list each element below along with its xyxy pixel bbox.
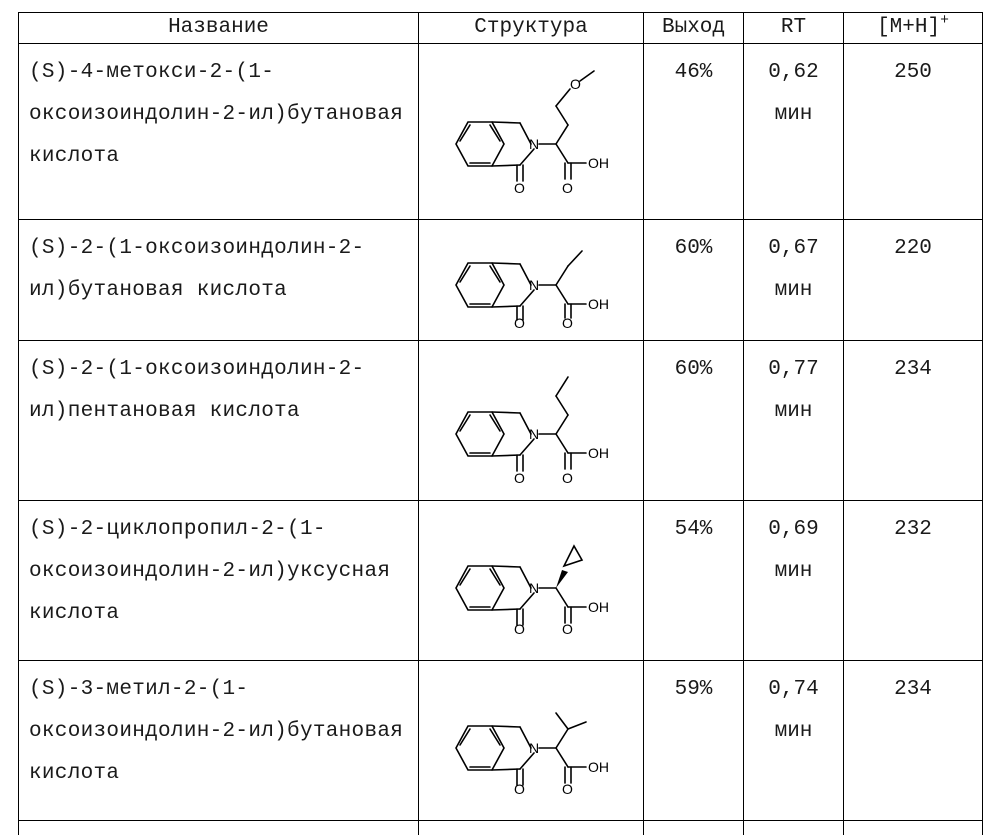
compound-mh: 250 bbox=[844, 44, 983, 220]
svg-text:O: O bbox=[514, 470, 525, 486]
compound-mh: 232 bbox=[844, 501, 983, 661]
compound-yield: 59% bbox=[644, 661, 744, 821]
mh-superscript: + bbox=[940, 13, 949, 29]
compound-structure: N O O OH bbox=[419, 661, 644, 821]
compound-mh: 234 bbox=[844, 661, 983, 821]
table-row: (S)-3,3-диметил-2-(1-оксоизоиндолин-2-ил… bbox=[19, 821, 983, 835]
col-header-rt: RT bbox=[744, 13, 844, 44]
compound-structure: N O O OH O bbox=[419, 44, 644, 220]
molecule-svg: N O O OH bbox=[434, 526, 629, 636]
svg-text:O: O bbox=[562, 180, 573, 196]
compound-mh: 248 bbox=[844, 821, 983, 835]
svg-text:N: N bbox=[529, 277, 539, 293]
compound-rt: 0,69 мин bbox=[744, 501, 844, 661]
svg-text:O: O bbox=[562, 315, 573, 328]
mh-label: [M+H] bbox=[877, 16, 940, 39]
svg-text:N: N bbox=[529, 580, 539, 596]
compound-name: (S)-3-метил-2-(1-оксоизоиндолин-2-ил)бут… bbox=[19, 661, 419, 821]
col-header-name: Название bbox=[19, 13, 419, 44]
compound-structure: N O O OH bbox=[419, 501, 644, 661]
compound-rt: 0,82 мин bbox=[744, 821, 844, 835]
svg-text:O: O bbox=[562, 621, 573, 636]
compound-structure: N O O OH bbox=[419, 341, 644, 501]
compound-name: (S)-3,3-диметил-2-(1-оксоизоиндолин-2-ил… bbox=[19, 821, 419, 835]
compound-mh: 220 bbox=[844, 220, 983, 341]
svg-text:N: N bbox=[529, 740, 539, 756]
compound-rt: 0,77 мин bbox=[744, 341, 844, 501]
compound-yield: 60% bbox=[644, 341, 744, 501]
svg-text:N: N bbox=[529, 426, 539, 442]
svg-text:O: O bbox=[570, 76, 581, 92]
svg-text:O: O bbox=[514, 781, 525, 796]
svg-text:OH: OH bbox=[588, 155, 609, 171]
compound-mh: 234 bbox=[844, 341, 983, 501]
molecule-svg: N O O OH bbox=[434, 233, 629, 328]
table-row: (S)-4-метокси-2-(1-оксоизоиндолин-2-ил)б… bbox=[19, 44, 983, 220]
table-row: (S)-2-(1-оксоизоиндолин-2-ил)пентановая … bbox=[19, 341, 983, 501]
col-header-mh: [M+H]+ bbox=[844, 13, 983, 44]
compound-rt: 0,62 мин bbox=[744, 44, 844, 220]
table-row: (S)-2-(1-оксоизоиндолин-2-ил)бутановая к… bbox=[19, 220, 983, 341]
compound-yield: 54% bbox=[644, 501, 744, 661]
molecule-svg: N O O OH O bbox=[434, 59, 629, 204]
svg-text:N: N bbox=[529, 136, 539, 152]
svg-text:OH: OH bbox=[588, 296, 609, 312]
compound-name: (S)-2-циклопропил-2-(1-оксоизоиндолин-2-… bbox=[19, 501, 419, 661]
svg-text:OH: OH bbox=[588, 599, 609, 615]
svg-text:OH: OH bbox=[588, 759, 609, 775]
compound-yield: 46% bbox=[644, 44, 744, 220]
table-row: (S)-3-метил-2-(1-оксоизоиндолин-2-ил)бут… bbox=[19, 661, 983, 821]
compound-name: (S)-2-(1-оксоизоиндолин-2-ил)бутановая к… bbox=[19, 220, 419, 341]
compound-yield: 69% bbox=[644, 821, 744, 835]
table-row: (S)-2-циклопропил-2-(1-оксоизоиндолин-2-… bbox=[19, 501, 983, 661]
compound-table: Название Структура Выход RT [M+H]+ (S)-4… bbox=[18, 12, 983, 835]
col-header-structure: Структура bbox=[419, 13, 644, 44]
compound-yield: 60% bbox=[644, 220, 744, 341]
compound-structure: N O O OH bbox=[419, 220, 644, 341]
compound-name: (S)-4-метокси-2-(1-оксоизоиндолин-2-ил)б… bbox=[19, 44, 419, 220]
table-header-row: Название Структура Выход RT [M+H]+ bbox=[19, 13, 983, 44]
svg-text:O: O bbox=[562, 470, 573, 486]
molecule-svg: N O O OH bbox=[434, 356, 629, 486]
compound-name: (S)-2-(1-оксоизоиндолин-2-ил)пентановая … bbox=[19, 341, 419, 501]
svg-text:O: O bbox=[514, 180, 525, 196]
compound-structure: N O O OH bbox=[419, 821, 644, 835]
svg-text:O: O bbox=[514, 621, 525, 636]
svg-text:O: O bbox=[514, 315, 525, 328]
compound-rt: 0,67 мин bbox=[744, 220, 844, 341]
svg-text:O: O bbox=[562, 781, 573, 796]
compound-rt: 0,74 мин bbox=[744, 661, 844, 821]
molecule-svg: N O O OH bbox=[434, 686, 629, 796]
col-header-yield: Выход bbox=[644, 13, 744, 44]
svg-text:OH: OH bbox=[588, 445, 609, 461]
